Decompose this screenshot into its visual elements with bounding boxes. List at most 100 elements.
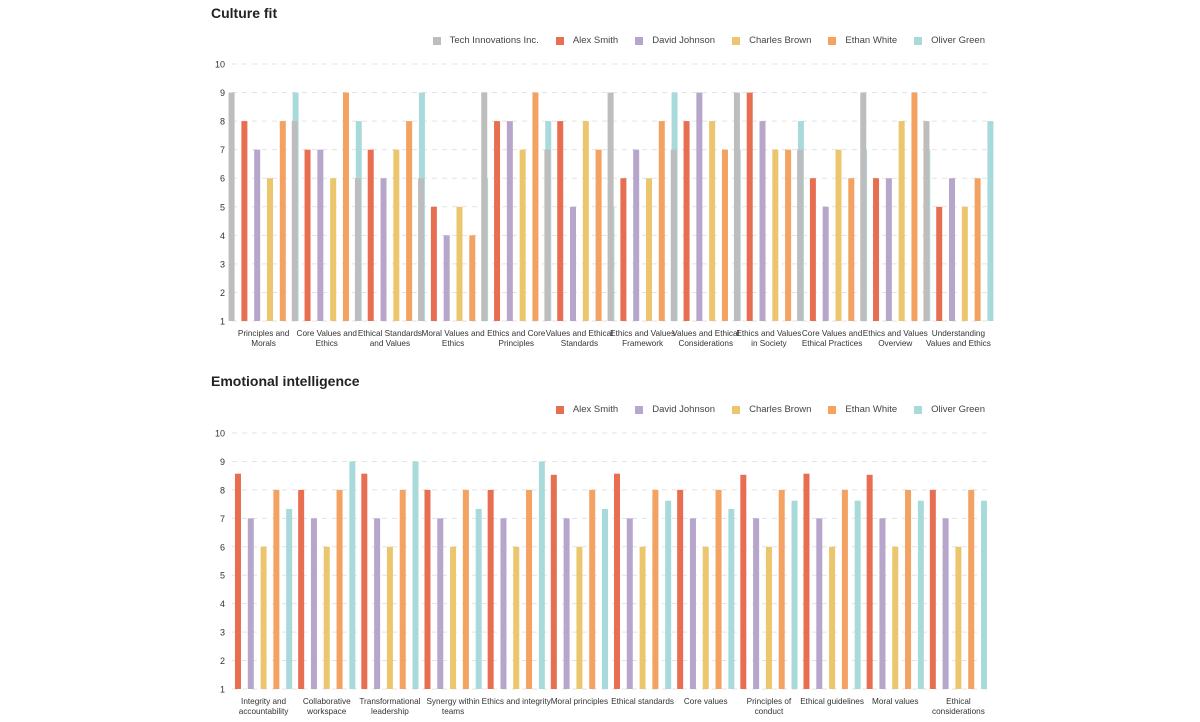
bar[interactable] <box>658 121 665 321</box>
bar[interactable] <box>513 546 520 689</box>
bar[interactable] <box>746 92 753 321</box>
bar[interactable] <box>753 518 760 689</box>
bar[interactable] <box>361 473 368 689</box>
legend-item[interactable]: Tech Innovations Inc. <box>432 35 539 46</box>
bar[interactable] <box>822 206 829 321</box>
bar[interactable] <box>532 92 539 321</box>
bar[interactable] <box>791 500 798 689</box>
legend-item[interactable]: Ethan White <box>828 35 897 46</box>
legend-item[interactable]: David Johnson <box>635 404 715 415</box>
bar[interactable] <box>829 546 836 689</box>
bar[interactable] <box>228 92 235 321</box>
legend-item[interactable]: David Johnson <box>635 35 715 46</box>
bar[interactable] <box>291 121 298 321</box>
bar[interactable] <box>538 461 545 689</box>
bar[interactable] <box>336 489 343 689</box>
bar[interactable] <box>626 518 633 689</box>
bar[interactable] <box>349 461 356 689</box>
bar[interactable] <box>304 149 311 321</box>
bar[interactable] <box>557 121 564 321</box>
bar[interactable] <box>317 149 324 321</box>
bar[interactable] <box>929 489 936 689</box>
bar[interactable] <box>386 546 393 689</box>
bar[interactable] <box>620 178 627 321</box>
bar[interactable] <box>879 518 886 689</box>
bar[interactable] <box>645 178 652 321</box>
bar[interactable] <box>765 546 772 689</box>
bar[interactable] <box>759 121 766 321</box>
bar[interactable] <box>677 489 684 689</box>
bar[interactable] <box>424 489 431 689</box>
bar[interactable] <box>330 178 337 321</box>
bar[interactable] <box>342 92 349 321</box>
bar[interactable] <box>728 508 735 689</box>
bar[interactable] <box>234 473 241 689</box>
bar[interactable] <box>450 546 457 689</box>
bar[interactable] <box>670 149 677 321</box>
bar[interactable] <box>367 149 374 321</box>
bar[interactable] <box>866 474 873 689</box>
bar[interactable] <box>260 546 267 689</box>
bar[interactable] <box>683 121 690 321</box>
bar[interactable] <box>589 489 596 689</box>
bar[interactable] <box>892 546 899 689</box>
bar[interactable] <box>740 474 747 689</box>
bar[interactable] <box>873 178 880 321</box>
bar[interactable] <box>652 489 659 689</box>
bar[interactable] <box>298 489 305 689</box>
bar[interactable] <box>354 178 361 321</box>
bar[interactable] <box>544 149 551 321</box>
bar[interactable] <box>797 149 804 321</box>
bar[interactable] <box>785 149 792 321</box>
bar[interactable] <box>854 500 861 689</box>
bar[interactable] <box>721 149 728 321</box>
bar[interactable] <box>481 92 488 321</box>
bar[interactable] <box>715 489 722 689</box>
bar[interactable] <box>696 92 703 321</box>
bar[interactable] <box>437 518 444 689</box>
bar[interactable] <box>733 92 740 321</box>
bar[interactable] <box>475 508 482 689</box>
bar[interactable] <box>709 121 716 321</box>
bar[interactable] <box>974 178 981 321</box>
bar[interactable] <box>506 121 513 321</box>
bar[interactable] <box>418 178 425 321</box>
bar[interactable] <box>911 92 918 321</box>
bar[interactable] <box>570 206 577 321</box>
bar[interactable] <box>430 206 437 321</box>
legend-item[interactable]: Oliver Green <box>914 35 985 46</box>
bar[interactable] <box>968 489 975 689</box>
bar[interactable] <box>898 121 905 321</box>
bar[interactable] <box>323 546 330 689</box>
bar[interactable] <box>613 473 620 689</box>
legend-item[interactable]: Alex Smith <box>555 35 618 46</box>
bar[interactable] <box>835 149 842 321</box>
bar[interactable] <box>456 206 463 321</box>
bar[interactable] <box>816 518 823 689</box>
bar[interactable] <box>406 121 413 321</box>
bar[interactable] <box>310 518 317 689</box>
bar[interactable] <box>809 178 816 321</box>
bar[interactable] <box>949 178 956 321</box>
bar[interactable] <box>607 92 614 321</box>
bar[interactable] <box>399 489 406 689</box>
bar[interactable] <box>885 178 892 321</box>
bar[interactable] <box>443 235 450 321</box>
bar[interactable] <box>487 489 494 689</box>
bar[interactable] <box>286 508 293 689</box>
bar[interactable] <box>380 178 387 321</box>
legend-item[interactable]: Ethan White <box>828 404 897 415</box>
bar[interactable] <box>772 149 779 321</box>
bar[interactable] <box>639 546 646 689</box>
bar[interactable] <box>942 518 949 689</box>
bar[interactable] <box>494 121 501 321</box>
bar[interactable] <box>961 206 968 321</box>
bar[interactable] <box>633 149 640 321</box>
bar[interactable] <box>987 121 994 321</box>
bar[interactable] <box>393 149 400 321</box>
bar[interactable] <box>841 489 848 689</box>
bar[interactable] <box>500 518 507 689</box>
bar[interactable] <box>550 474 557 689</box>
bar[interactable] <box>519 149 526 321</box>
bar[interactable] <box>803 473 810 689</box>
